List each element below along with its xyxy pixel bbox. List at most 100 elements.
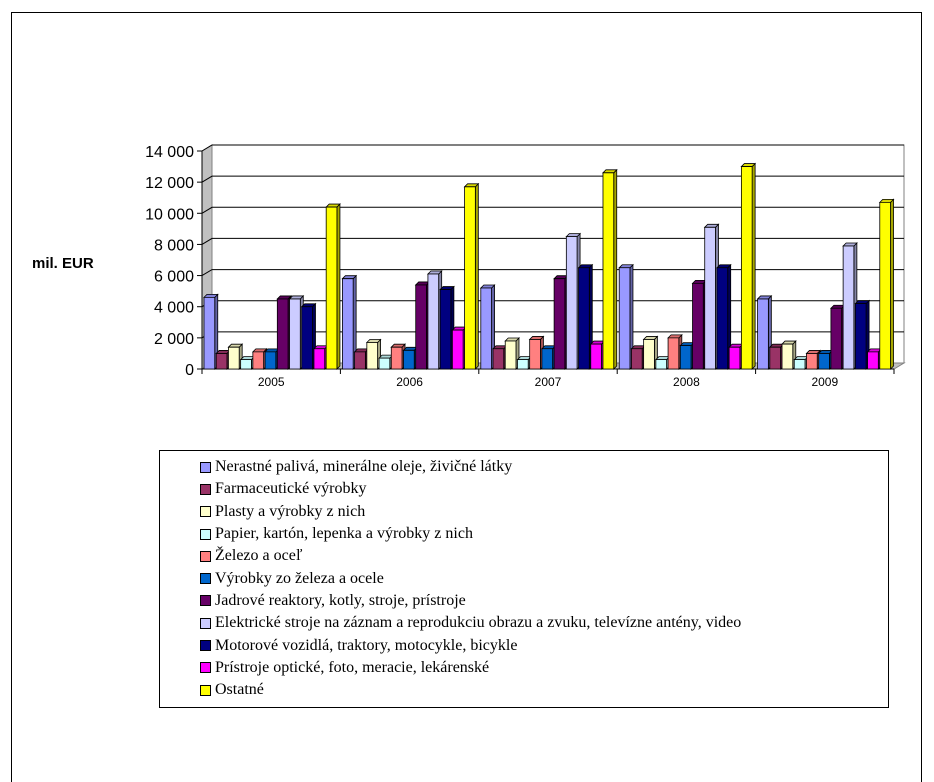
x-tick-label: 2008 <box>673 375 700 389</box>
y-tick-label: 10 000 <box>145 206 194 223</box>
bar <box>300 302 317 370</box>
bar <box>402 346 419 370</box>
legend-swatch <box>200 640 211 652</box>
bar <box>504 337 520 370</box>
legend-item: Papier, kartón, lepenka a výrobky z nich <box>200 523 888 545</box>
bar <box>715 263 732 370</box>
legend-swatch <box>200 506 211 518</box>
y-tick-label: 8 000 <box>154 237 194 254</box>
gridline <box>201 144 904 152</box>
legend-item: Plasty a výrobky z nich <box>200 501 888 523</box>
y-tick-label: 2 000 <box>154 331 194 348</box>
bar <box>642 335 659 370</box>
chart-frame <box>11 12 922 782</box>
bar <box>528 335 545 370</box>
gridline <box>201 269 904 277</box>
bar <box>553 274 569 370</box>
bar <box>276 294 293 370</box>
legend-label: Plasty a výrobky z nich <box>215 502 366 520</box>
bar <box>239 355 256 370</box>
bar <box>768 343 785 370</box>
bar <box>312 344 329 370</box>
x-tick-label: 2007 <box>535 375 562 389</box>
bar <box>426 270 443 370</box>
bar <box>390 343 406 370</box>
bar <box>654 355 671 370</box>
legend-item: Motorové vozidlá, traktory, motocykle, b… <box>200 634 888 656</box>
legend-label: Farmaceutické výrobky <box>215 480 367 498</box>
gridline <box>201 206 904 214</box>
legend-item: Prístroje optické, foto, meracie, lekáre… <box>200 657 888 679</box>
legend-label: Motorové vozidlá, traktory, motocykle, b… <box>215 636 518 654</box>
bar <box>756 294 773 370</box>
bar <box>565 232 582 370</box>
legend-item: Elektrické stroje na záznam a reprodukci… <box>200 612 888 634</box>
x-tick-label: 2005 <box>258 375 285 389</box>
legend-swatch <box>200 662 211 674</box>
bar <box>264 347 280 370</box>
bar <box>878 198 895 370</box>
legend-item: Výrobky zo železa a ocele <box>200 567 888 589</box>
bar <box>577 263 594 370</box>
y-axis-label: mil. EUR <box>32 255 94 272</box>
bar <box>781 340 797 370</box>
legend: Nerastné palivá, minerálne oleje, živičn… <box>159 450 889 708</box>
bar <box>353 347 370 370</box>
legend-swatch <box>200 550 211 562</box>
bar <box>691 279 708 370</box>
legend-label: Prístroje optické, foto, meracie, lekáre… <box>215 658 490 676</box>
legend-item: Jadrové reaktory, kotly, stroje, prístro… <box>200 590 888 612</box>
legend-swatch <box>200 595 211 607</box>
bar <box>854 299 871 370</box>
legend-swatch <box>200 461 211 473</box>
bar <box>365 338 382 370</box>
bar <box>251 347 268 370</box>
legend-item: Nerastné palivá, minerálne oleje, živičn… <box>200 456 888 478</box>
bar <box>602 168 618 370</box>
legend-swatch <box>200 617 211 629</box>
legend-label: Železo a oceľ <box>215 547 303 565</box>
bar <box>793 355 809 370</box>
bar <box>439 285 455 370</box>
bar <box>842 242 858 370</box>
bar <box>589 340 606 370</box>
bar <box>516 355 533 370</box>
legend-swatch <box>200 483 211 495</box>
y-tick-label: 4 000 <box>154 300 194 317</box>
legend-label: Jadrové reaktory, kotly, stroje, prístro… <box>215 591 466 609</box>
bar <box>463 182 480 370</box>
bar <box>215 349 231 370</box>
y-tick-label: 12 000 <box>145 175 194 192</box>
legend-item: Farmaceutické výrobky <box>200 478 888 500</box>
legend-label: Výrobky zo železa a ocele <box>215 569 384 587</box>
bar <box>414 280 431 370</box>
y-tick-label: 14 000 <box>145 144 194 161</box>
bar <box>203 293 219 370</box>
bar <box>618 263 634 370</box>
bar <box>703 223 720 370</box>
bar <box>829 304 846 370</box>
legend-swatch <box>200 528 211 540</box>
legend-item: Železo a oceľ <box>200 545 888 567</box>
bar <box>227 343 244 370</box>
bar <box>817 349 834 370</box>
bar <box>679 341 696 370</box>
bar <box>479 284 496 370</box>
legend-label: Ostatné <box>215 681 264 699</box>
bar <box>630 344 647 370</box>
legend-swatch <box>200 573 211 585</box>
bar <box>728 343 744 370</box>
y-tick-label: 0 <box>185 362 194 379</box>
bar <box>805 349 822 370</box>
bar <box>378 354 394 370</box>
bar <box>667 333 683 370</box>
x-tick-label: 2009 <box>811 375 838 389</box>
bar <box>492 344 508 370</box>
legend-swatch <box>200 684 211 696</box>
bar <box>866 347 883 370</box>
bar <box>451 326 468 370</box>
x-tick-label: 2006 <box>396 375 423 389</box>
legend-label: Nerastné palivá, minerálne oleje, živičn… <box>215 458 513 476</box>
bar <box>740 162 757 370</box>
